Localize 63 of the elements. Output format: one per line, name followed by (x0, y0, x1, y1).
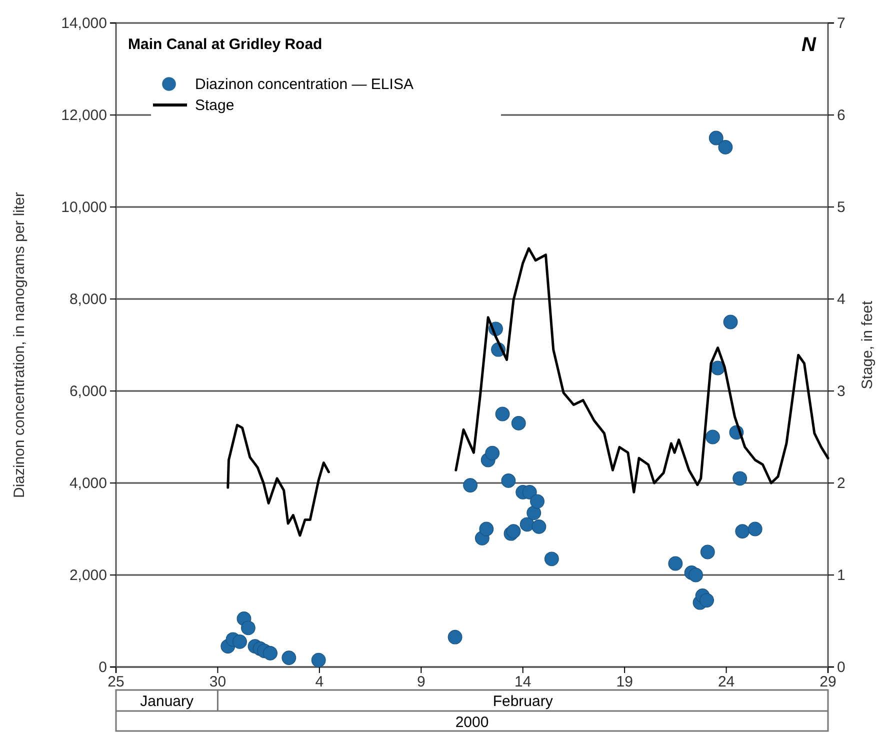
point (532, 520, 546, 534)
y-tick-label: 14,000 (61, 14, 107, 32)
y2-tick-label: 7 (837, 14, 846, 32)
point (688, 568, 703, 582)
point (511, 416, 526, 430)
point (668, 556, 683, 571)
point (495, 406, 510, 422)
point (232, 634, 247, 649)
point (520, 517, 534, 532)
point (708, 130, 724, 146)
y2-axis-title: Stage, in feet (859, 300, 876, 390)
y-tick-label: 2,000 (69, 566, 107, 584)
point (479, 522, 494, 536)
point (311, 652, 326, 668)
point (748, 522, 762, 536)
point (282, 650, 296, 665)
y-tick-label: 4,000 (69, 474, 107, 492)
text: Main Canal at Gridley Road (128, 36, 322, 53)
point (522, 485, 537, 500)
point (732, 471, 748, 486)
text: February (492, 693, 554, 710)
annotation: N (802, 34, 817, 56)
point (735, 524, 750, 538)
y-tick-label: 0 (98, 658, 107, 676)
point (241, 620, 256, 636)
y-tick-label: 10,000 (61, 198, 107, 216)
y2-tick-label: 3 (837, 382, 846, 400)
point (700, 544, 715, 560)
y-axis-title: Diazinon concentration, in nanograms per liter (11, 192, 28, 498)
point (544, 552, 559, 566)
point (263, 646, 278, 660)
y-tick-label: 6,000 (69, 382, 107, 400)
y-tick-label: 12,000 (61, 106, 107, 124)
y2-tick-label: 6 (837, 106, 846, 124)
point (485, 446, 500, 460)
x-tick-label: 30 (209, 674, 226, 691)
x-tick-label: 14 (514, 674, 532, 691)
y2-tick-label: 1 (837, 566, 846, 584)
point (526, 506, 542, 520)
legend-label: Diazinon concentration — ELISA (195, 76, 414, 93)
point (718, 140, 733, 154)
point (506, 524, 521, 538)
x-tick-label: 9 (416, 674, 426, 691)
y2-tick-label: 4 (837, 290, 846, 308)
legend-label: Stage (195, 97, 234, 114)
point (706, 430, 720, 444)
text: January (140, 693, 194, 710)
point (501, 474, 516, 488)
point (700, 593, 714, 608)
x-tick-label: 29 (820, 674, 836, 691)
point (723, 314, 738, 330)
point (530, 494, 544, 509)
y2-tick-label: 2 (837, 474, 846, 492)
x-tick-label: 24 (718, 674, 735, 691)
point (463, 478, 478, 492)
y-tick-label: 8,000 (69, 290, 107, 308)
y2-tick-label: 0 (837, 658, 846, 676)
text: 2000 (455, 714, 489, 731)
x-tick-label: 4 (315, 674, 324, 691)
x-tick-label: 25 (108, 674, 124, 691)
y2-tick-label: 5 (837, 198, 846, 216)
point (448, 630, 462, 644)
x-tick-label: 19 (616, 674, 633, 691)
